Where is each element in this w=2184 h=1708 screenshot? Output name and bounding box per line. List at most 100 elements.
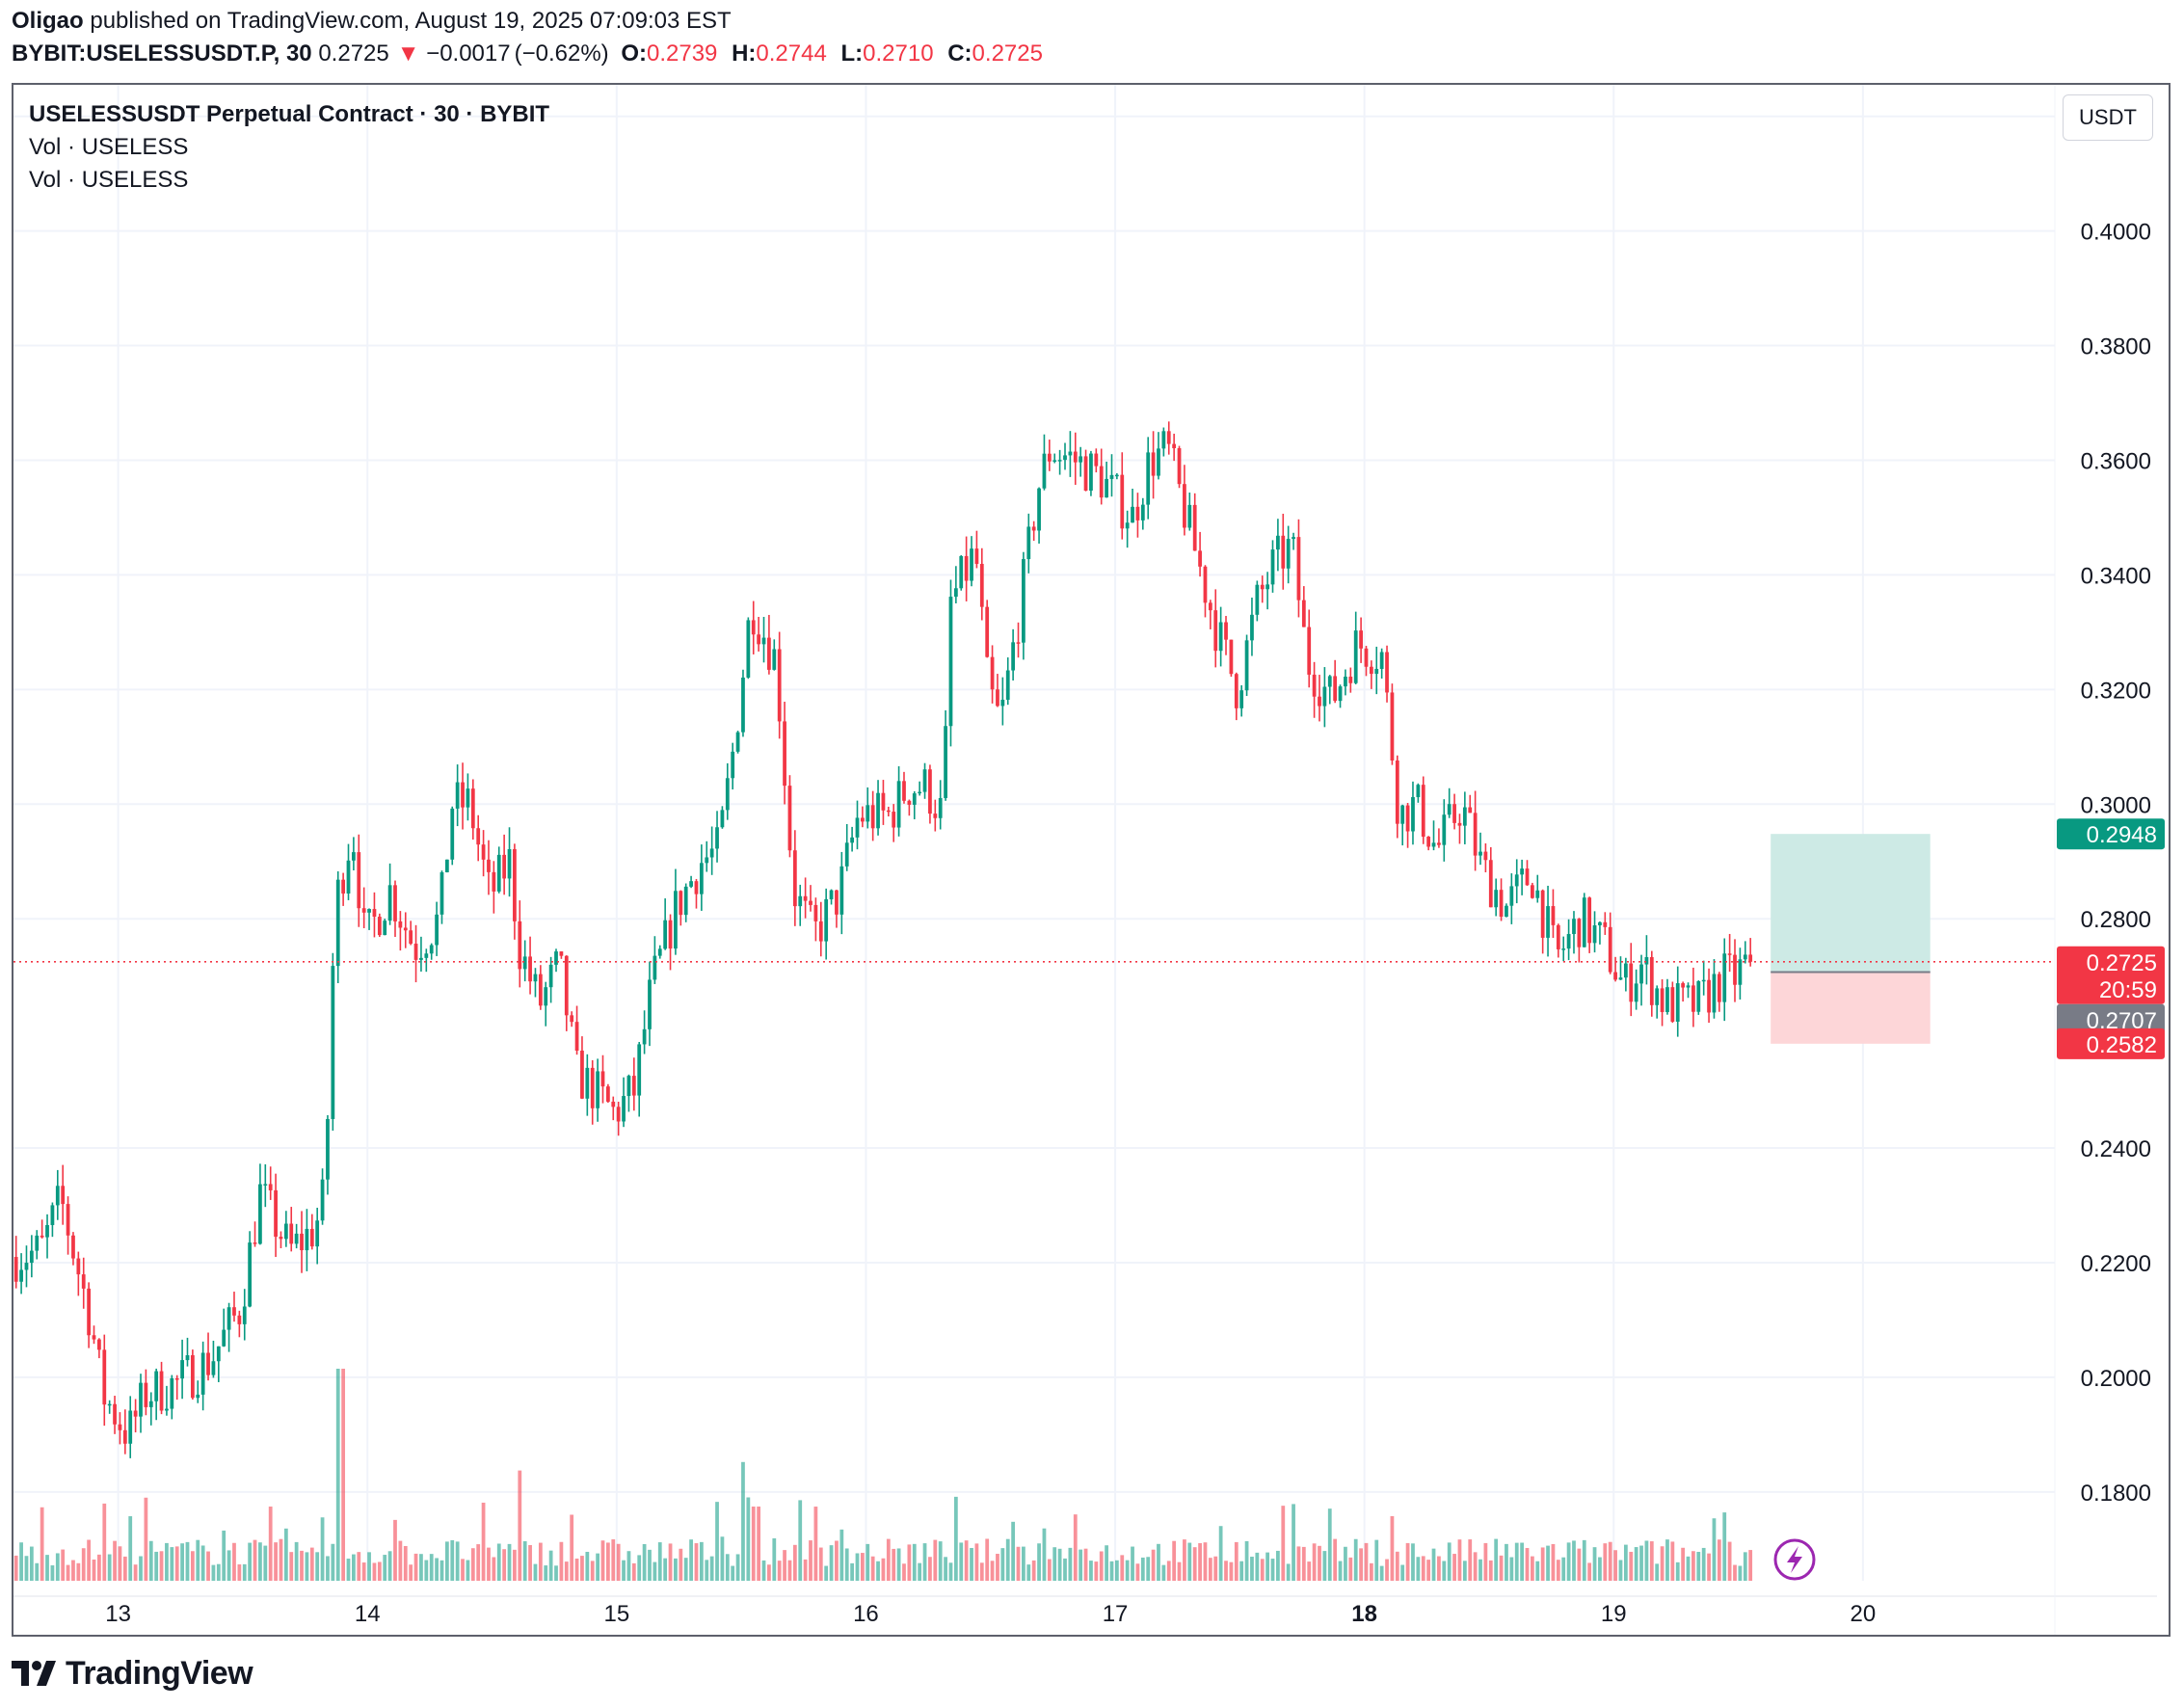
volume-bar (1094, 1561, 1099, 1581)
position-profit-zone[interactable] (1771, 834, 1931, 973)
volume-bar (435, 1558, 439, 1581)
volume-bar (476, 1544, 481, 1581)
x-axis-tick-label: 20 (1851, 1601, 1877, 1627)
candle-body (461, 782, 465, 808)
chart-legend-title[interactable]: USELESSUSDT Perpetual Contract · 30 · BY… (29, 101, 550, 127)
candle-body (1198, 550, 1202, 567)
volume-bar (835, 1540, 839, 1581)
tradingview-logo[interactable]: TradingView (12, 1652, 253, 1695)
volume-bar (1234, 1541, 1238, 1581)
volume-bar (206, 1551, 210, 1581)
volume-bar (720, 1536, 725, 1581)
volume-bar (1634, 1547, 1638, 1581)
volume-bar (1499, 1555, 1504, 1581)
volume-bar (792, 1544, 797, 1581)
candle-body (979, 564, 984, 607)
volume-bar (1670, 1541, 1675, 1581)
candle-body (1556, 924, 1560, 949)
candle-body (1260, 584, 1265, 590)
candle-body (1047, 453, 1052, 462)
volume-bar (798, 1500, 803, 1581)
candle-body (200, 1352, 205, 1395)
volume-bar (1421, 1556, 1425, 1581)
volume-bar (429, 1554, 434, 1581)
candle-body (1026, 526, 1031, 560)
volume-bar (522, 1541, 527, 1581)
volume-bar (844, 1548, 849, 1581)
volume-bar (642, 1543, 647, 1581)
volume-bar (1577, 1548, 1582, 1581)
candle-body (548, 964, 553, 988)
chart-frame[interactable] (12, 83, 2171, 1637)
price-tag[interactable]: 0.2582 (2057, 1027, 2165, 1059)
candle-body (896, 781, 901, 828)
volume-bar (1473, 1552, 1478, 1581)
low-value: 0.2710 (863, 40, 934, 67)
volume-bar (383, 1555, 387, 1581)
candle-body (944, 726, 947, 798)
candle-body (1344, 677, 1347, 687)
candle-body (403, 927, 408, 931)
volume-bar (518, 1470, 522, 1581)
volume-legend-2[interactable]: Vol · USELESS (29, 167, 189, 193)
candle-body (959, 555, 964, 589)
volume-bar (1629, 1551, 1634, 1581)
x-axis-tick-label: 16 (853, 1601, 879, 1627)
volume-bar (1514, 1542, 1519, 1581)
candle-body (876, 792, 880, 829)
volume-bar (1395, 1551, 1399, 1581)
candle-body (705, 857, 709, 864)
candle-body (242, 1306, 247, 1324)
volume-bar (590, 1561, 595, 1581)
volume-bar (1623, 1544, 1628, 1581)
volume-bar (1344, 1546, 1347, 1581)
volume-bar (839, 1529, 844, 1581)
volume-bar (1572, 1540, 1576, 1581)
volume-bar (953, 1496, 958, 1581)
volume-bar (76, 1562, 81, 1581)
candle-body (600, 1071, 605, 1087)
volume-bar (242, 1563, 247, 1581)
volume-bar (554, 1565, 558, 1581)
candle-body (502, 854, 507, 879)
currency-button[interactable]: USDT (2063, 94, 2153, 141)
position-loss-zone[interactable] (1771, 972, 1931, 1044)
lightning-icon[interactable] (1773, 1538, 1816, 1581)
symbol-interval[interactable]: BYBIT:USELESSUSDT.P, 30 (12, 40, 312, 67)
candle-body (544, 987, 548, 1006)
volume-bar (829, 1545, 834, 1581)
candle-body (892, 812, 896, 828)
author-name[interactable]: Oligao (12, 8, 84, 34)
candle-body (792, 850, 797, 907)
volume-legend-1[interactable]: Vol · USELESS (29, 134, 189, 160)
y-axis-tick-label: 0.2400 (2081, 1136, 2151, 1162)
candle-body (1598, 921, 1602, 926)
x-axis-tick-label: 17 (1103, 1601, 1129, 1627)
volume-bar (1655, 1563, 1660, 1581)
volume-bar (783, 1550, 786, 1581)
candle-body (1712, 974, 1717, 1013)
price-tag[interactable]: 0.2948 (2057, 818, 2165, 850)
candle-body (953, 588, 958, 598)
candle-body (237, 1315, 242, 1324)
candle-body (1312, 674, 1317, 697)
candle-body (1229, 639, 1234, 675)
volume-bar (1452, 1554, 1456, 1581)
candle-body (1255, 584, 1260, 615)
candle-body (283, 1223, 288, 1240)
candle-body (653, 955, 657, 980)
volume-bar (413, 1553, 418, 1581)
volume-bar (55, 1553, 60, 1581)
candle-body (1411, 797, 1415, 832)
volume-bar (1598, 1557, 1602, 1581)
candle-body (133, 1410, 138, 1417)
volume-bar (1359, 1548, 1363, 1581)
volume-bar (679, 1548, 683, 1581)
candle-body (626, 1076, 631, 1097)
volume-bar (1109, 1561, 1114, 1581)
volume-bar (1535, 1561, 1540, 1581)
volume-bar (222, 1530, 226, 1581)
y-axis-tick-label: 0.3600 (2081, 448, 2151, 474)
